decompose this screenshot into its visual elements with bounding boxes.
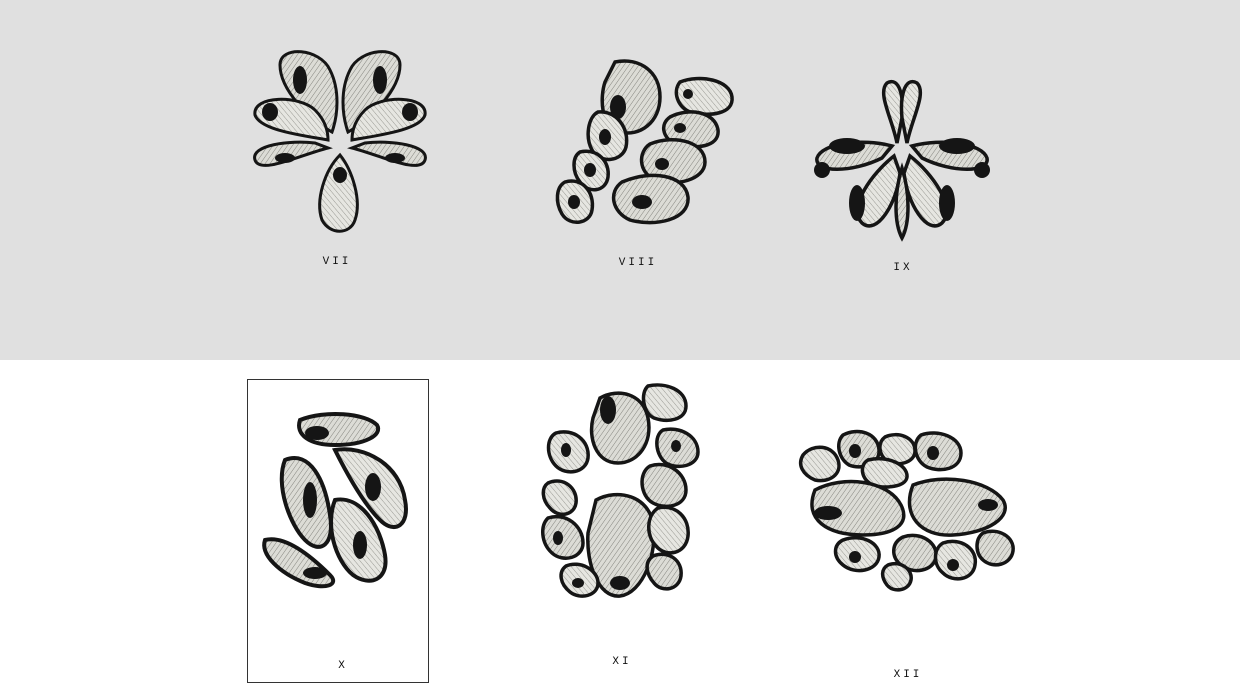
plate-ix[interactable]: IX [805, 60, 1000, 285]
plate-x[interactable]: X [255, 405, 423, 680]
plate-vii-illustration [253, 50, 427, 233]
plate-viii[interactable]: VIII [550, 52, 740, 282]
plate-xii-label: XII [893, 669, 923, 681]
plate-viii-illustration [555, 59, 734, 225]
plate-viii-label: VIII [618, 257, 658, 269]
plate-xii[interactable]: XII [793, 425, 1023, 687]
plate-xi[interactable]: XI [538, 378, 718, 678]
plate-x-illustration [262, 411, 408, 589]
plate-ix-label: IX [893, 262, 913, 274]
plate-vii-label: VII [322, 256, 352, 268]
plate-xii-illustration [798, 429, 1015, 592]
plate-vii[interactable]: VII [240, 40, 440, 280]
plate-x-label: X [338, 660, 348, 672]
selection-frame [247, 379, 429, 683]
plate-ix-illustration [814, 79, 990, 242]
plate-xi-label: XI [612, 656, 632, 668]
plate-xi-illustration [541, 383, 700, 598]
